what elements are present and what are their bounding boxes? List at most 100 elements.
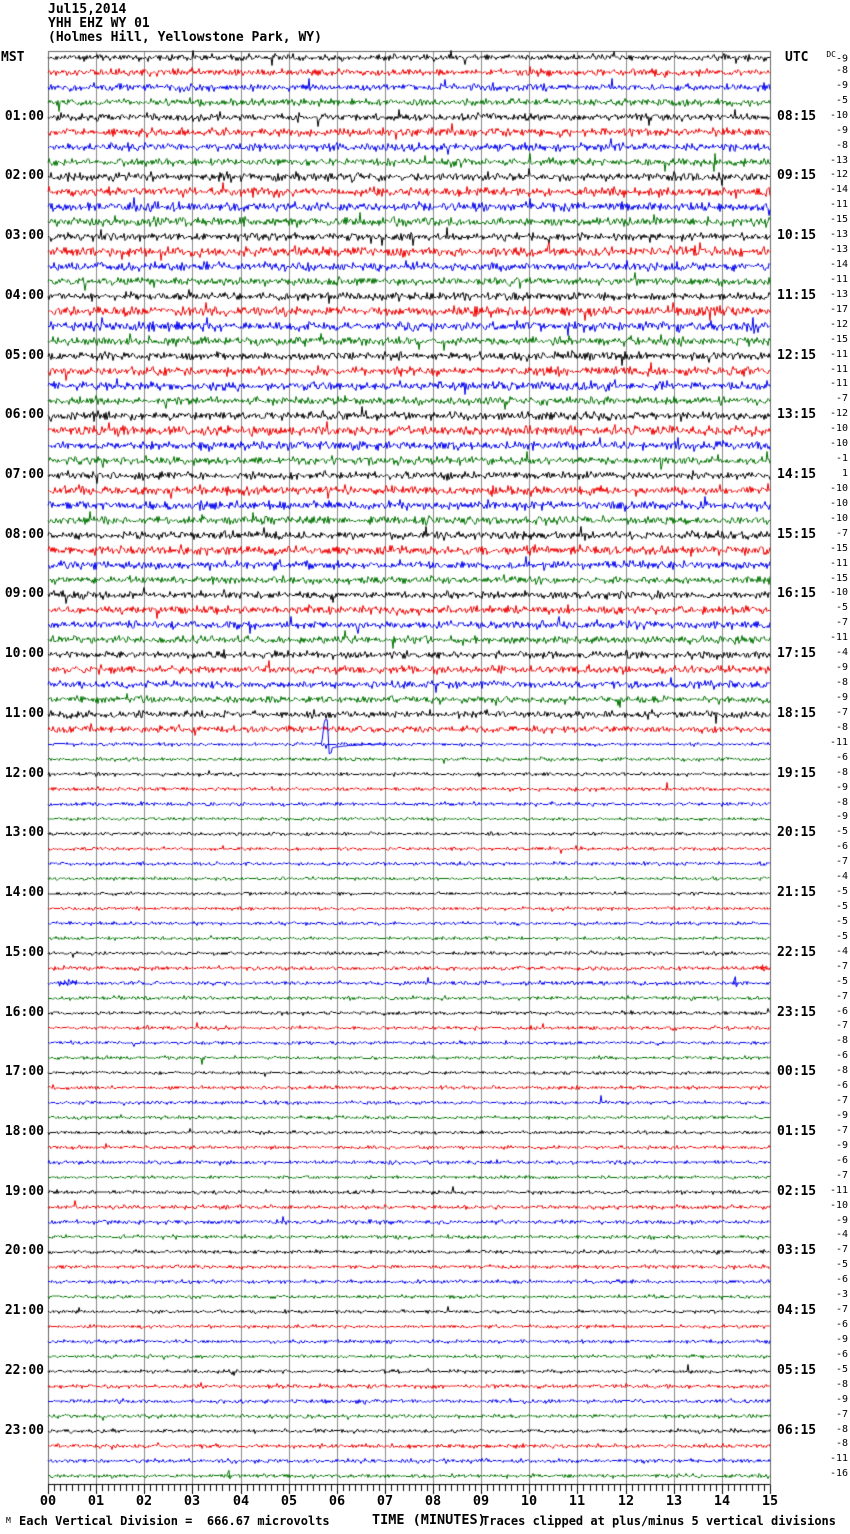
dc-offset-label: -9 — [835, 80, 848, 91]
dc-offset-label: -1 — [835, 453, 848, 464]
mst-time-label: 05:00 — [4, 348, 44, 363]
dc-offset-label: -8 — [835, 1065, 848, 1076]
dc-offset-label: -8 — [835, 767, 848, 778]
dc-offset-label: -10 — [829, 423, 848, 434]
utc-time-label: 12:15 — [777, 348, 817, 363]
utc-time-label: 22:15 — [777, 945, 817, 960]
mst-time-label: 16:00 — [4, 1005, 44, 1020]
dc-offset-label: 1 — [841, 468, 848, 479]
dc-offset-label: -5 — [835, 95, 848, 106]
dc-offset-label: -8 — [835, 1035, 848, 1046]
dc-offset-label: -9 — [835, 125, 848, 136]
utc-time-label: 23:15 — [777, 1005, 817, 1020]
dc-offset-label: -12 — [829, 319, 848, 330]
dc-offset-label: -5 — [835, 886, 848, 897]
dc-offset-label: -11 — [829, 274, 848, 285]
dc-offset-label: -11 — [829, 1185, 848, 1196]
dc-offset-label: -8 — [835, 1379, 848, 1390]
dc-offset-label: -5 — [835, 602, 848, 613]
mst-time-label: 12:00 — [4, 766, 44, 781]
dc-offset-label: -9 — [835, 1140, 848, 1151]
dc-offset-label: -10 — [829, 110, 848, 121]
mst-time-label: 09:00 — [4, 586, 44, 601]
utc-time-label: 19:15 — [777, 766, 817, 781]
x-tick-label: 04 — [232, 1493, 250, 1509]
x-tick-label: 06 — [328, 1493, 346, 1509]
mst-time-label: 03:00 — [4, 228, 44, 243]
x-tick-label: 14 — [713, 1493, 731, 1509]
mst-time-label: 14:00 — [4, 885, 44, 900]
dc-offset-label: -13 — [829, 289, 848, 300]
utc-time-label: 00:15 — [777, 1064, 817, 1079]
dc-offset-label: -7 — [835, 1020, 848, 1031]
dc-offset-label: -5 — [835, 916, 848, 927]
dc-offset-label: -9 — [835, 692, 848, 703]
x-tick-label: 05 — [280, 1493, 298, 1509]
utc-time-label: 05:15 — [777, 1363, 817, 1378]
dc-offset-label: -5 — [835, 931, 848, 942]
mst-time-label: 23:00 — [4, 1423, 44, 1438]
utc-time-label: 21:15 — [777, 885, 817, 900]
x-tick-label: 07 — [376, 1493, 394, 1509]
mst-time-label: 10:00 — [4, 646, 44, 661]
dc-offset-label: -9 — [835, 782, 848, 793]
dc-offset-label: -11 — [829, 378, 848, 389]
dc-offset-label: -11 — [829, 737, 848, 748]
dc-offset-label: -4 — [835, 647, 848, 658]
dc-offset-label: -6 — [835, 1080, 848, 1091]
dc-offset-label: -7 — [835, 528, 848, 539]
dc-offset-label: -7 — [835, 393, 848, 404]
dc-offset-label: -6 — [835, 1006, 848, 1017]
dc-offset-label: -13 — [829, 244, 848, 255]
x-tick-label: 11 — [568, 1493, 586, 1509]
x-tick-label: 08 — [424, 1493, 442, 1509]
dc-offset-label: -17 — [829, 304, 848, 315]
dc-offset-label: -8 — [835, 140, 848, 151]
x-tick-label: 09 — [472, 1493, 490, 1509]
dc-offset-label: -11 — [829, 349, 848, 360]
dc-offset-label: -6 — [835, 841, 848, 852]
dc-offset-label: -3 — [835, 1289, 848, 1300]
dc-offset-label: -9 — [835, 1215, 848, 1226]
dc-offset-label: -7 — [835, 707, 848, 718]
x-tick-label: 10 — [520, 1493, 538, 1509]
mst-time-label: 04:00 — [4, 288, 44, 303]
dc-offset-label: -9 — [835, 1334, 848, 1345]
footer-scale-note: Each Vertical Division = 666.67 microvol… — [19, 1514, 330, 1528]
dc-offset-label: -5 — [835, 976, 848, 987]
dc-offset-label: -14 — [829, 184, 848, 195]
dc-offset-label: -7 — [835, 1304, 848, 1315]
dc-offset-label: -15 — [829, 334, 848, 345]
utc-time-label: 20:15 — [777, 825, 817, 840]
dc-offset-label: -7 — [835, 1170, 848, 1181]
dc-offset-label: -4 — [835, 946, 848, 957]
utc-time-label: 14:15 — [777, 467, 817, 482]
dc-offset-label: -8 — [835, 65, 848, 76]
dc-offset-label: -12 — [829, 169, 848, 180]
mst-time-label: 11:00 — [4, 706, 44, 721]
dc-offset-label: -7 — [835, 961, 848, 972]
x-tick-label: 01 — [87, 1493, 105, 1509]
utc-time-label: 03:15 — [777, 1243, 817, 1258]
mst-time-label: 19:00 — [4, 1184, 44, 1199]
dc-offset-label: -9 — [835, 1394, 848, 1405]
dc-offset-label: -8 — [835, 677, 848, 688]
mst-time-label: 18:00 — [4, 1124, 44, 1139]
dc-offset-label: -7 — [835, 991, 848, 1002]
dc-offset-label: -8 — [835, 1438, 848, 1449]
dc-offset-label: -15 — [829, 214, 848, 225]
dc-offset-label: -6 — [835, 1319, 848, 1330]
dc-offset-label: -7 — [835, 856, 848, 867]
dc-offset-label: -11 — [829, 364, 848, 375]
dc-offset-label: DC-9 — [826, 50, 848, 65]
dc-offset-label: -10 — [829, 483, 848, 494]
dc-offset-label: -7 — [835, 1125, 848, 1136]
dc-offset-label: -11 — [829, 558, 848, 569]
mst-time-label: 17:00 — [4, 1064, 44, 1079]
dc-offset-label: -5 — [835, 901, 848, 912]
mst-time-label: 01:00 — [4, 109, 44, 124]
dc-offset-label: -4 — [835, 871, 848, 882]
dc-offset-label: -7 — [835, 1244, 848, 1255]
dc-prefix: DC — [826, 50, 836, 59]
dc-offset-label: -10 — [829, 513, 848, 524]
